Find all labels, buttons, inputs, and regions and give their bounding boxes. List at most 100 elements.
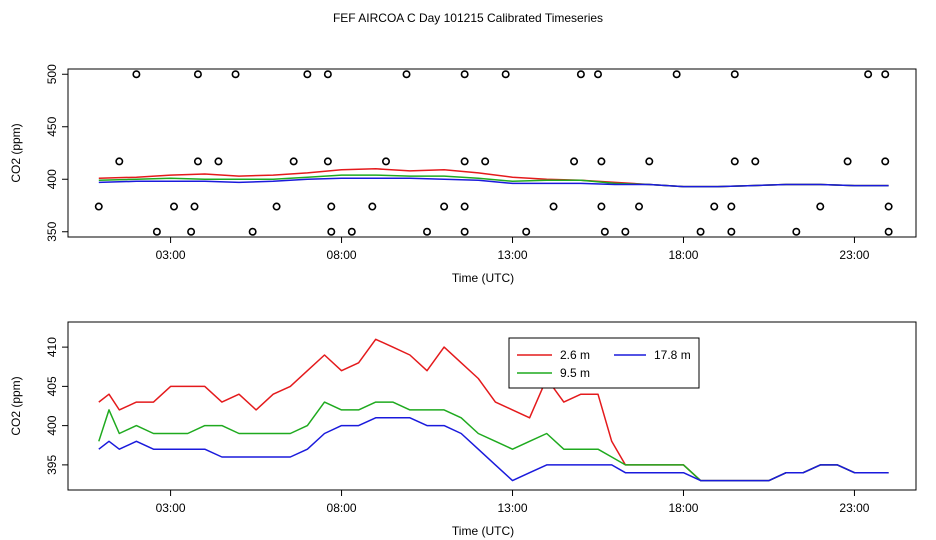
flag-point <box>460 202 469 211</box>
flag-point <box>115 157 124 166</box>
flag-points <box>94 70 893 236</box>
flag-point <box>323 70 332 79</box>
flag-point <box>696 227 705 236</box>
legend-box <box>508 337 700 389</box>
flag-point <box>170 202 179 211</box>
y-tick-label: 395 <box>45 455 59 475</box>
flag-point <box>193 157 202 166</box>
series-line-2-6-m <box>98 338 889 482</box>
flag-point <box>368 202 377 211</box>
flag-point <box>214 157 223 166</box>
y-axis-label: CO2 (ppm) <box>9 376 23 435</box>
flag-point <box>597 157 606 166</box>
figure-title: FEF AIRCOA C Day 101215 Calibrated Times… <box>333 11 603 25</box>
plot-frame <box>67 321 917 491</box>
y-tick-label: 400 <box>45 415 59 435</box>
flag-point <box>327 202 336 211</box>
flag-point <box>576 70 585 79</box>
y-tick-label: 410 <box>45 337 59 357</box>
flag-point <box>730 70 739 79</box>
x-axis-label: Time (UTC) <box>452 524 514 538</box>
legend-label-17-8m: 17.8 m <box>654 348 691 362</box>
flag-point <box>231 70 240 79</box>
flag-point <box>864 70 873 79</box>
y-tick-label: 350 <box>45 221 59 241</box>
flag-point <box>621 227 630 236</box>
flag-point <box>635 202 644 211</box>
flag-point <box>751 157 760 166</box>
flag-point <box>727 227 736 236</box>
x-tick-label: 13:00 <box>498 248 528 262</box>
flag-point <box>132 70 141 79</box>
flag-point <box>597 202 606 211</box>
series-line-9-5-m <box>98 401 889 482</box>
flag-point <box>248 227 257 236</box>
x-axis: 03:00 08:00 13:00 18:00 23:00 <box>156 490 870 515</box>
flag-point <box>816 202 825 211</box>
series-line-2-6-m <box>98 168 889 188</box>
x-tick-label: 18:00 <box>668 248 698 262</box>
legend: 2.6 m 9.5 m 17.8 m <box>508 337 700 389</box>
flag-point <box>672 70 681 79</box>
flag-point <box>522 227 531 236</box>
series-line-17-8-m <box>98 417 889 482</box>
x-tick-label: 03:00 <box>156 501 186 515</box>
flag-point <box>549 202 558 211</box>
flag-point <box>187 227 196 236</box>
x-tick-label: 03:00 <box>156 248 186 262</box>
x-tick-label: 18:00 <box>668 501 698 515</box>
y-tick-label: 400 <box>45 169 59 189</box>
flag-point <box>710 202 719 211</box>
flag-point <box>730 157 739 166</box>
legend-label-9-5m: 9.5 m <box>560 366 590 380</box>
flag-point <box>323 157 332 166</box>
flag-point <box>193 70 202 79</box>
x-axis-label: Time (UTC) <box>452 271 514 285</box>
series-group <box>98 168 889 188</box>
y-axis: 395 400 405 410 <box>45 337 68 475</box>
flag-point <box>347 227 356 236</box>
flag-point <box>94 202 103 211</box>
flag-point <box>440 202 449 211</box>
flag-point <box>843 157 852 166</box>
series-line-17-8-m <box>98 177 889 188</box>
flag-point <box>289 157 298 166</box>
flag-point <box>600 227 609 236</box>
x-tick-label: 23:00 <box>839 501 869 515</box>
flag-point <box>593 70 602 79</box>
x-tick-label: 13:00 <box>498 501 528 515</box>
x-tick-label: 08:00 <box>327 501 357 515</box>
flag-point <box>152 227 161 236</box>
y-axis-label: CO2 (ppm) <box>9 123 23 182</box>
bottom-panel: 03:00 08:00 13:00 18:00 23:00 395 400 405 410 T… <box>9 321 917 538</box>
y-axis: 350 400 450 500 <box>45 64 68 242</box>
y-tick-label: 450 <box>45 116 59 136</box>
flag-point <box>272 202 281 211</box>
flag-point <box>402 70 411 79</box>
y-tick-label: 405 <box>45 376 59 396</box>
flag-point <box>481 157 490 166</box>
flag-point <box>303 70 312 79</box>
flag-point <box>881 157 890 166</box>
flag-point <box>884 227 893 236</box>
flag-point <box>190 202 199 211</box>
flag-point <box>460 157 469 166</box>
flag-point <box>727 202 736 211</box>
x-tick-label: 23:00 <box>839 248 869 262</box>
series-group <box>98 338 889 482</box>
flag-point <box>460 227 469 236</box>
flag-point <box>460 70 469 79</box>
x-tick-label: 08:00 <box>327 248 357 262</box>
flag-point <box>884 202 893 211</box>
plot-frame <box>67 68 917 238</box>
flag-point <box>423 227 432 236</box>
legend-label-2-6m: 2.6 m <box>560 348 590 362</box>
flag-point <box>792 227 801 236</box>
top-panel: 03:00 08:00 13:00 18:00 23:00 350 400 450 500 T… <box>9 64 917 285</box>
flag-point <box>645 157 654 166</box>
x-axis: 03:00 08:00 13:00 18:00 23:00 <box>156 237 870 262</box>
flag-point <box>881 70 890 79</box>
flag-point <box>327 227 336 236</box>
y-tick-label: 500 <box>45 64 59 84</box>
